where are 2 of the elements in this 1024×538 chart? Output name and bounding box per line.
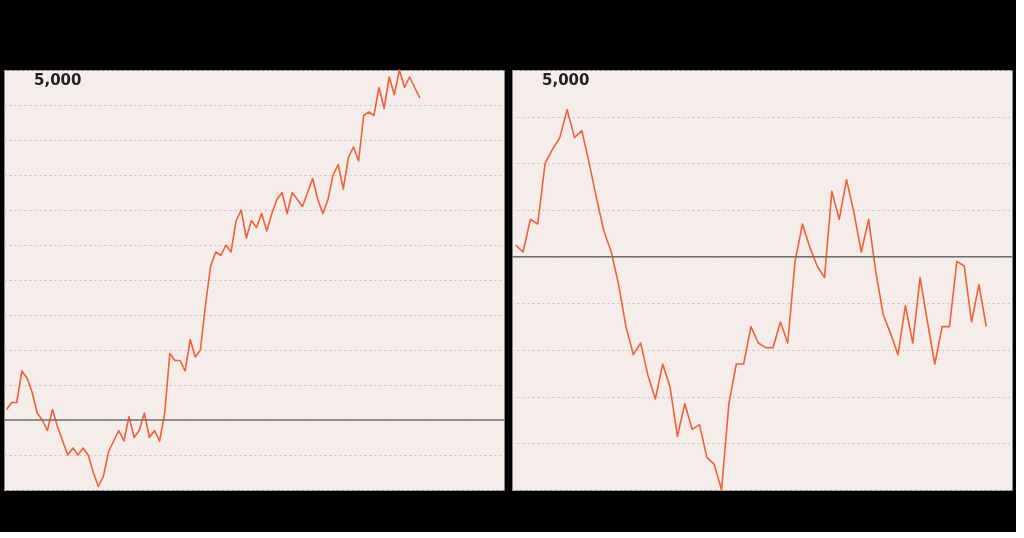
text: 5,000 <box>542 71 590 89</box>
annotation: 5,000 <box>34 71 82 89</box>
